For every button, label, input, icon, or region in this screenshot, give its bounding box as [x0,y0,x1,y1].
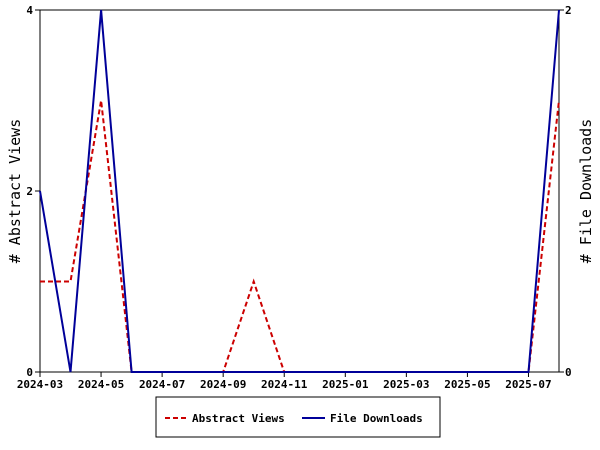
left-y-tick-label: 2 [26,185,33,198]
x-tick-label: 2025-01 [322,378,369,391]
left-y-tick-label: 4 [26,4,33,17]
x-tick-label: 2025-05 [444,378,490,391]
legend-label-abstract-views: Abstract Views [192,412,285,425]
legend: Abstract Views File Downloads [155,396,441,438]
x-tick-label: 2024-09 [200,378,246,391]
x-tick-label: 2024-05 [78,378,124,391]
x-tick-label: 2024-07 [139,378,185,391]
x-tick-label: 2025-03 [383,378,429,391]
series-layer [39,9,560,373]
x-tick-label: 2024-11 [261,378,308,391]
legend-box [155,396,441,438]
left-y-axis: 0 2 4 [26,4,40,379]
x-axis: 2024-03 2024-05 2024-07 2024-09 2024-11 2025-… [17,372,552,391]
series-line-file-downloads [39,9,560,373]
right-y-tick-label: 2 [565,4,572,17]
legend-label-file-downloads: File Downloads [330,412,423,425]
right-y-axis: 02 [559,4,572,379]
x-tick-label: 2025-07 [505,378,551,391]
right-y-tick-label: 0 [565,366,572,379]
x-tick-label: 2024-03 [17,378,63,391]
left-y-tick-label: 0 [26,366,33,379]
left-y-axis-title: # Abstract Views [6,119,24,264]
right-y-axis-title: # File Downloads [577,119,595,264]
plot-area [39,9,560,373]
